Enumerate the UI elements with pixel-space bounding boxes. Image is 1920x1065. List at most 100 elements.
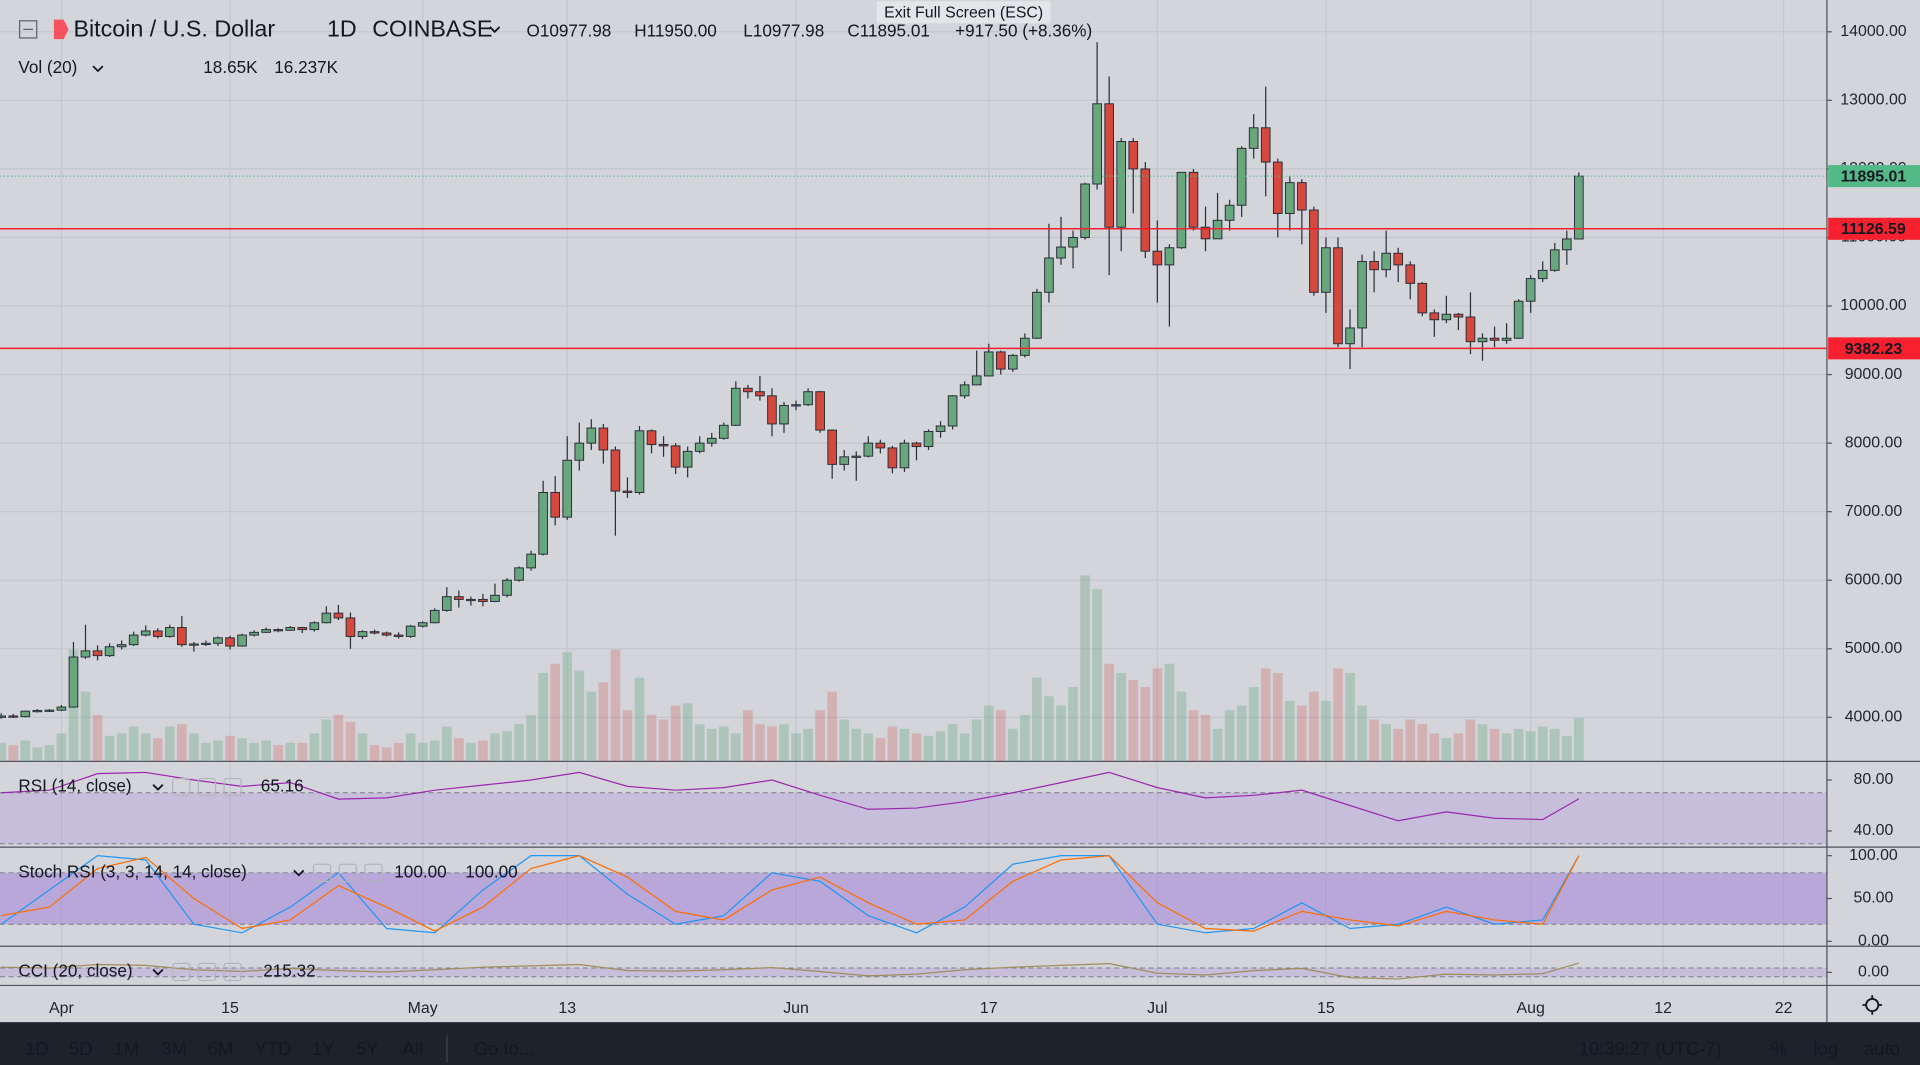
volume-bar (273, 745, 284, 762)
candle-body (466, 598, 476, 602)
candle-body (333, 612, 344, 619)
indicator-icon[interactable] (223, 777, 242, 797)
range-button[interactable]: All (402, 1038, 422, 1059)
indicator-dropdown[interactable] (152, 968, 164, 976)
volume-bar (490, 733, 500, 762)
candle-body (116, 644, 127, 648)
candle-body (164, 627, 175, 637)
candle-body (56, 706, 67, 711)
volume-bar (1357, 705, 1367, 762)
candle-body (1537, 269, 1548, 280)
last-price-marker (1828, 165, 1920, 188)
volume-bar (441, 726, 452, 762)
indicator-icon[interactable] (312, 863, 332, 882)
last-price-label: 11895.01 (1841, 169, 1907, 186)
volume-bar (1044, 696, 1054, 762)
range-button[interactable]: 1D (25, 1038, 48, 1059)
indicator-icon[interactable] (338, 863, 357, 882)
candle-body (610, 449, 621, 492)
scale-toggle[interactable]: log (1813, 1038, 1838, 1059)
candle-body (1140, 168, 1151, 252)
volume-bar (610, 649, 621, 762)
volume-bar (1212, 728, 1223, 762)
candle-body (20, 710, 31, 718)
range-button[interactable]: 6M (208, 1038, 234, 1059)
volume-bar (971, 719, 982, 762)
price-marker (1828, 217, 1920, 240)
volume-bar (1200, 714, 1211, 762)
candle-body (405, 625, 416, 637)
volume-bar (1176, 691, 1187, 762)
volume-bar (20, 740, 31, 762)
candle-body (1020, 337, 1030, 356)
volume-bar (429, 740, 440, 762)
volume-bar (1128, 680, 1139, 762)
goto-button[interactable]: Go to... (474, 1038, 534, 1059)
interval[interactable]: 1D (327, 16, 357, 42)
indicator-icon[interactable] (197, 777, 217, 797)
notice-bg (876, 1, 1051, 24)
settings-icon[interactable] (1865, 997, 1880, 1013)
x-tick-label: 17 (980, 1000, 998, 1017)
range-button[interactable]: 3M (161, 1038, 187, 1059)
indicator-icon[interactable] (364, 863, 383, 882)
range-button[interactable]: 5D (69, 1038, 92, 1059)
candle-body (863, 442, 874, 457)
indicator-value: 65.16 (261, 776, 304, 796)
volume-bar (646, 714, 657, 762)
volume-bar (152, 738, 163, 762)
volume-bar (1297, 705, 1307, 762)
volume-name[interactable]: Vol (20) (18, 57, 77, 77)
indicator-name[interactable]: Stoch RSI (3, 3, 14, 14, close) (18, 861, 246, 881)
indicator-name[interactable]: RSI (14, close) (18, 776, 131, 796)
volume-ma: 16.237K (274, 57, 338, 77)
indicator-icon[interactable] (197, 962, 217, 982)
volume-bar (92, 714, 103, 762)
overlay: Apr 15 May 13 Jun 17 Jul 15 Aug 12 22 4000.00 5000.0… (18, 23, 1920, 1017)
exchange[interactable]: COINBASE (372, 16, 492, 42)
volume-bar (1501, 733, 1512, 762)
volume-bar (285, 742, 296, 762)
volume-bar (1164, 663, 1175, 762)
volume-bar (333, 714, 344, 762)
candle-body (1417, 282, 1428, 314)
indicator-dropdown[interactable] (293, 869, 305, 877)
indicator-icon[interactable] (223, 962, 242, 982)
volume-bar (1092, 589, 1102, 762)
indicator-icon[interactable] (172, 777, 191, 797)
volume-bar (827, 691, 837, 762)
candle-body (1092, 103, 1102, 185)
candle-body (694, 442, 705, 452)
volume-dropdown[interactable] (92, 65, 104, 73)
symbol-dropdown[interactable] (489, 26, 501, 34)
scale-toggle[interactable]: % (1771, 1038, 1787, 1059)
range-button[interactable]: 1M (113, 1038, 139, 1059)
collapse-icon[interactable] (18, 20, 38, 39)
candle-body (779, 404, 789, 425)
volume-bar (104, 735, 115, 762)
candle-body (1549, 249, 1560, 271)
indicator-dropdown[interactable] (152, 784, 164, 791)
volume-bar (1224, 710, 1235, 762)
y-tick-label: 4000.00 (1845, 709, 1903, 726)
indicator-icon[interactable] (172, 962, 191, 982)
volume-bar (851, 728, 862, 762)
indicator-name[interactable]: CCI (20, close) (18, 960, 132, 980)
range-button[interactable]: YTD (255, 1038, 292, 1059)
scale-toggle[interactable]: auto (1864, 1038, 1900, 1059)
ohlc-low: L10977.98 (743, 20, 824, 40)
candle-body (152, 630, 163, 637)
candle-body (1284, 182, 1295, 214)
candle-body (1465, 316, 1476, 343)
candle-body (755, 391, 765, 397)
candle-body (586, 427, 597, 444)
range-button[interactable]: 5Y (356, 1038, 378, 1059)
volume-bar (1260, 668, 1271, 762)
range-button[interactable]: 1Y (312, 1038, 334, 1059)
candle-body (935, 425, 946, 432)
volume-bar (526, 714, 536, 762)
price-marker-label: 11126.59 (1841, 221, 1906, 238)
symbol-title[interactable]: Bitcoin / U.S. Dollar (73, 16, 275, 42)
exit-fullscreen[interactable]: Exit Full Screen (ESC) (884, 5, 1043, 22)
